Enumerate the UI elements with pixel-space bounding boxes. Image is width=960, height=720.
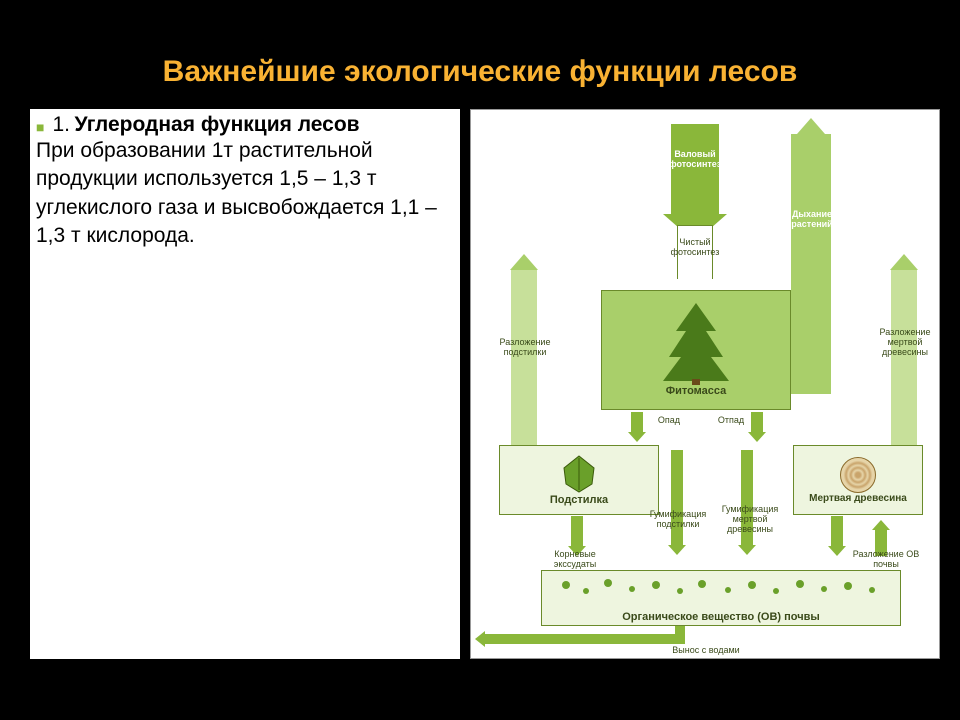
litter-decomposition-arrow (511, 270, 537, 450)
otpad-label: Отпад (711, 416, 751, 426)
otpad-arrow (751, 412, 763, 432)
diagram-panel: Валовый фотосинтез Чистый фотосинтез Дых… (470, 109, 940, 659)
deadwood-decomposition-arrow (891, 270, 917, 450)
humif-litter-label: Гумификация подстилки (647, 510, 709, 530)
item-number: 1. (52, 113, 70, 136)
soil-om-box: Органическое вещество (ОВ) почвы (541, 570, 901, 626)
left-text-block: ■ 1. Углеродная функция лесов При образо… (30, 109, 460, 260)
body-text: При образовании 1т растительной продукци… (36, 137, 454, 250)
water-export-arrow (485, 634, 685, 644)
deadwood-box: Мертвая древесина (793, 445, 923, 515)
wood-ring-icon (840, 457, 876, 493)
net-photosynthesis-label: Чистый фотосинтез (663, 238, 727, 258)
litter-box: Подстилка (499, 445, 659, 515)
litter-label: Подстилка (550, 494, 608, 506)
bullet-row: ■ 1. Углеродная функция лесов (36, 113, 454, 137)
humif-litter-arrow (671, 450, 683, 545)
tree-icon (661, 303, 731, 385)
deadwood-to-soil-arrow (831, 516, 843, 546)
soil-to-water-connector (675, 626, 685, 640)
deadwood-decomposition-label: Разложение мертвой древесины (875, 328, 935, 358)
content-area: ■ 1. Углеродная функция лесов При образо… (0, 109, 960, 659)
plant-respiration-label: Дыхание растений (787, 210, 837, 230)
left-panel: ■ 1. Углеродная функция лесов При образо… (30, 109, 460, 659)
deadwood-label: Мертвая древесина (809, 493, 907, 504)
soil-pattern-icon (552, 575, 892, 601)
leaf-icon (556, 454, 602, 494)
phytomass-box: Фитомасса (601, 290, 791, 410)
humif-deadwood-label: Гумификация мертвой древесины (717, 505, 783, 535)
bullet-icon: ■ (36, 119, 44, 135)
root-exudates-label: Корневые экссудаты (541, 550, 609, 570)
phytomass-label: Фитомасса (666, 385, 727, 397)
slide-title: Важнейшие экологические функции лесов (0, 0, 960, 109)
opad-label: Опад (649, 416, 689, 426)
soil-om-decomp-label: Разложение ОВ почвы (851, 550, 921, 570)
slide: Важнейшие экологические функции лесов ■ … (0, 0, 960, 720)
gross-photosynthesis-label: Валовый фотосинтез (659, 150, 731, 170)
litter-decomposition-label: Разложение подстилки (491, 338, 559, 358)
carbon-cycle-diagram: Валовый фотосинтез Чистый фотосинтез Дых… (471, 110, 939, 658)
plant-respiration-arrow (791, 134, 831, 394)
water-export-label: Вынос с водами (661, 646, 751, 656)
item-title: Углеродная функция лесов (74, 113, 359, 136)
opad-arrow (631, 412, 643, 432)
litter-to-soil-arrow (571, 516, 583, 546)
item-heading: 1. Углеродная функция лесов (52, 113, 359, 137)
soil-om-label: Органическое вещество (ОВ) почвы (622, 611, 820, 623)
